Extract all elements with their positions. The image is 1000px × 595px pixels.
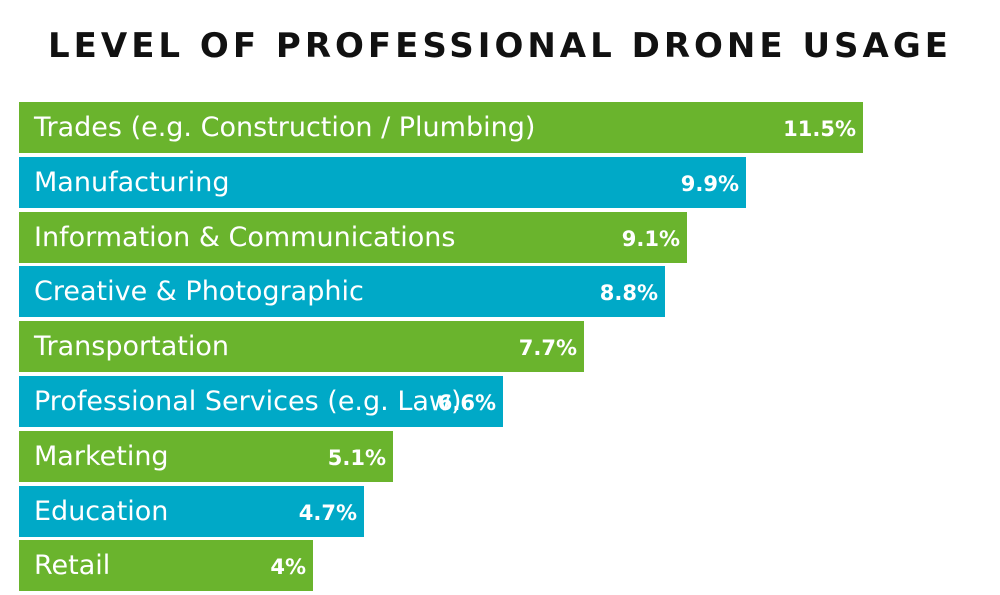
bar-category-label: Trades (e.g. Construction / Plumbing) — [34, 112, 536, 143]
bar-value-label: 5.1% — [327, 445, 386, 470]
bar-value-label: 4% — [270, 555, 306, 580]
bar-category-label: Education — [34, 495, 169, 527]
bar-value-label: 6.6% — [437, 391, 496, 415]
bar: Professional Services (e.g. Law) 6.6% — [19, 376, 503, 427]
bar: Marketing 5.1% — [19, 430, 393, 482]
bar-category-label: Professional Services (e.g. Law) — [34, 386, 462, 417]
bar-category-label: Retail — [34, 550, 111, 582]
bar-category-label: Marketing — [34, 440, 169, 472]
bar-value-label: 4.7% — [298, 500, 357, 525]
bar-value-label: 9.1% — [621, 226, 680, 251]
bar-value-label: 8.8% — [599, 281, 658, 306]
bar: Transportation 7.7% — [19, 321, 584, 373]
bar-category-label: Information & Communications — [34, 221, 456, 253]
bar: Manufacturing 9.9% — [19, 156, 746, 208]
bar-value-label: 11.5% — [783, 117, 856, 141]
bar-category-label: Transportation — [34, 331, 229, 363]
bar: Retail 4% — [19, 540, 313, 592]
bar: Creative & Photographic 8.8% — [19, 266, 665, 318]
bar-category-label: Creative & Photographic — [34, 276, 364, 308]
bar-value-label: 9.9% — [680, 171, 739, 196]
bar-category-label: Manufacturing — [34, 166, 230, 198]
bar-value-label: 7.7% — [518, 336, 577, 361]
chart-title: LEVEL OF PROFESSIONAL DRONE USAGE — [48, 26, 952, 66]
bar: Trades (e.g. Construction / Plumbing) 11.… — [19, 102, 863, 153]
bar-chart: Trades (e.g. Construction / Plumbing) 11.… — [19, 102, 863, 592]
bar: Information & Communications 9.1% — [19, 211, 687, 263]
bar: Education 4.7% — [19, 485, 364, 537]
